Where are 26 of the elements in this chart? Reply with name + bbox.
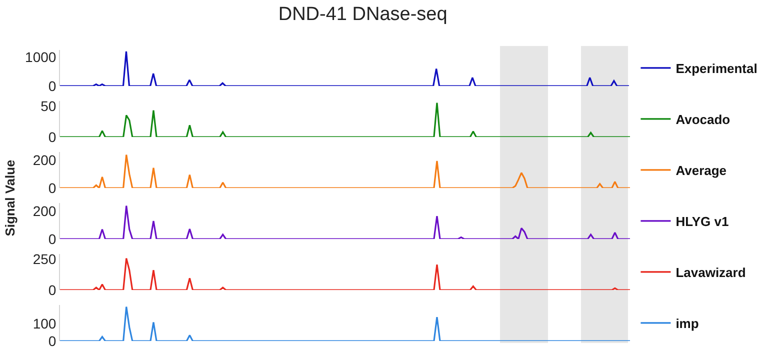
y-tick-label: 200 (32, 203, 56, 220)
y-tick-label: 1000 (25, 49, 56, 66)
legend-label: imp (676, 316, 699, 332)
line-series (60, 306, 630, 341)
legend-label: HLYG v1 (676, 214, 729, 230)
y-axis-title: Signal Value (2, 160, 18, 236)
chart-title: DND-41 DNase-seq (278, 4, 448, 26)
y-tick-label: 0 (48, 78, 56, 94)
y-tick-label: 0 (48, 332, 56, 349)
line-series (60, 154, 630, 188)
y-tick-label: 100 (32, 315, 56, 332)
y-tick-label: 0 (48, 128, 56, 145)
line-series (60, 50, 629, 86)
legend-label: Average (676, 163, 727, 178)
legend-label: Experimental (676, 61, 758, 76)
line-series (60, 102, 630, 137)
line-series (60, 258, 630, 290)
legend-label: Avocado (676, 112, 730, 128)
y-tick-label: 0 (48, 282, 56, 298)
y-tick-label: 0 (48, 180, 56, 196)
legend-label: Lavawizard (676, 265, 746, 280)
y-tick-label: 200 (32, 152, 56, 168)
line-series (60, 204, 630, 239)
y-tick-label: 50 (40, 98, 56, 114)
y-tick-label: 0 (48, 230, 56, 247)
y-tick-label: 250 (32, 250, 56, 267)
